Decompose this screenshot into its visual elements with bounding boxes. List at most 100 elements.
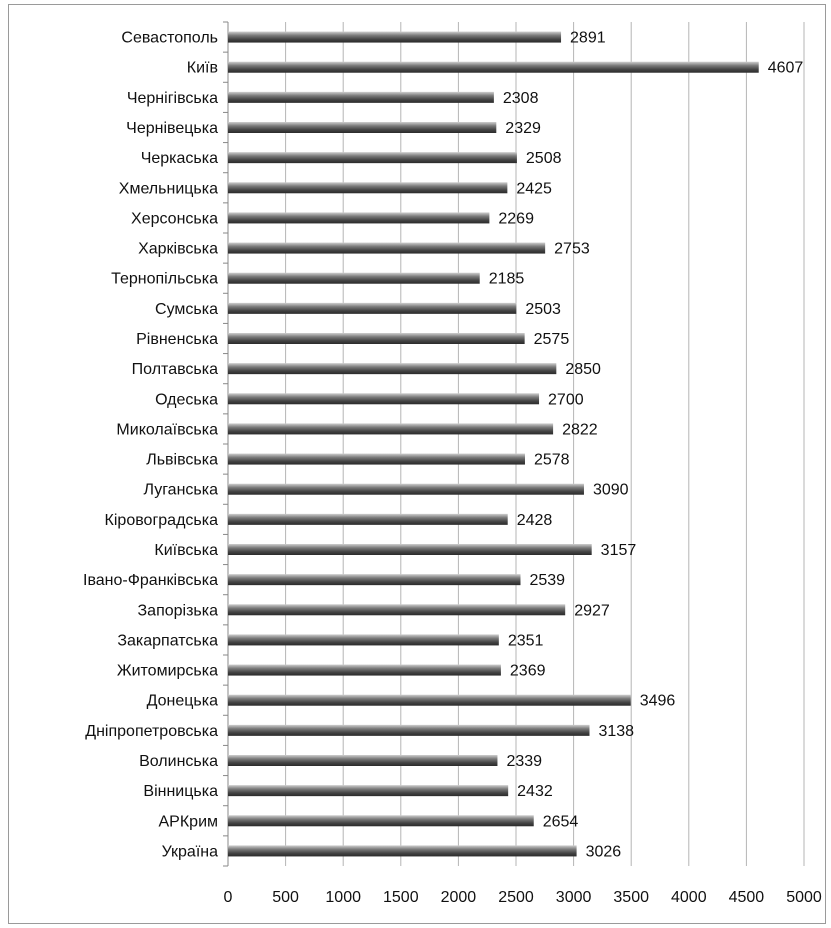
bar xyxy=(228,152,517,164)
value-label: 2578 xyxy=(534,452,570,469)
bars xyxy=(228,31,759,857)
category-label: Київська xyxy=(154,542,218,559)
bar xyxy=(228,604,566,616)
category-label: Луганська xyxy=(144,482,219,499)
value-label: 2539 xyxy=(529,572,565,589)
category-label: Хмельницька xyxy=(119,180,218,197)
category-label: Чернігівська xyxy=(127,90,218,107)
value-label: 2822 xyxy=(562,421,598,438)
bar xyxy=(228,453,525,465)
category-label: Львівська xyxy=(146,452,218,469)
x-tick-label: 500 xyxy=(272,889,299,906)
x-tick-label: 3500 xyxy=(613,889,649,906)
x-tick-label: 2000 xyxy=(441,889,477,906)
bar xyxy=(228,664,501,676)
bar xyxy=(228,333,525,344)
bar xyxy=(228,182,508,194)
value-label: 2351 xyxy=(508,632,544,649)
bar xyxy=(228,845,577,857)
gridlines xyxy=(285,22,805,866)
category-label: Вінницька xyxy=(143,783,218,800)
category-label: Одеська xyxy=(155,391,218,408)
bar xyxy=(228,242,546,254)
bar xyxy=(228,815,534,827)
value-label: 3138 xyxy=(598,723,634,740)
x-tick-label: 5000 xyxy=(786,889,822,906)
value-label: 2508 xyxy=(526,150,562,167)
value-label: 2308 xyxy=(503,90,539,107)
category-label: Дніпропетровська xyxy=(85,723,218,740)
bar xyxy=(228,302,517,314)
value-label: 3090 xyxy=(593,482,629,499)
bar xyxy=(228,363,557,375)
category-label: Севастополь xyxy=(121,30,218,47)
x-tick-label: 4000 xyxy=(671,889,707,906)
category-label: Кіровоградська xyxy=(105,512,219,529)
bar xyxy=(228,513,508,525)
value-label: 2432 xyxy=(517,783,553,800)
category-label: Житомирська xyxy=(117,663,218,680)
x-tick-label: 0 xyxy=(224,889,233,906)
category-label: Київ xyxy=(187,60,218,77)
value-label: 2850 xyxy=(565,361,601,378)
category-label: Херсонська xyxy=(131,210,218,227)
bar xyxy=(228,272,480,284)
x-tick-label: 4500 xyxy=(729,889,765,906)
category-label: Рівненська xyxy=(136,331,218,348)
bar xyxy=(228,724,590,736)
bar xyxy=(228,483,584,495)
bar xyxy=(228,423,554,435)
x-tick-label: 2500 xyxy=(498,889,534,906)
category-label: Тернопільська xyxy=(111,271,218,288)
value-label: 2269 xyxy=(498,210,534,227)
category-label: Сумська xyxy=(155,301,218,318)
category-label: Закарпатська xyxy=(117,632,218,649)
value-label: 2339 xyxy=(506,753,542,770)
value-label: 2185 xyxy=(489,271,525,288)
category-label: АРКрим xyxy=(159,813,219,830)
bar xyxy=(228,31,562,43)
value-label: 3157 xyxy=(601,542,637,559)
axes xyxy=(223,21,229,867)
labels: 0 500 1000 1500 2000 2500 3000 3500 4000 4500 5000… xyxy=(83,30,822,906)
category-label: Чернівецька xyxy=(126,120,218,137)
bar xyxy=(228,694,631,706)
value-label: 3496 xyxy=(640,693,676,710)
bar xyxy=(228,574,521,586)
category-label: Україна xyxy=(162,843,219,860)
bar xyxy=(228,61,759,73)
bar xyxy=(228,212,490,224)
category-label: Донецька xyxy=(147,693,219,710)
value-label: 2927 xyxy=(574,602,610,619)
value-label: 2329 xyxy=(505,120,541,137)
x-tick-label: 3000 xyxy=(556,889,592,906)
value-label: 2369 xyxy=(510,663,546,680)
value-label: 2425 xyxy=(516,180,552,197)
bar xyxy=(228,755,498,766)
value-label: 2428 xyxy=(517,512,553,529)
value-label: 2700 xyxy=(548,391,584,408)
category-label: Миколаївська xyxy=(116,421,218,438)
bar xyxy=(228,91,494,103)
bar xyxy=(228,122,497,133)
x-tick-label: 1500 xyxy=(383,889,419,906)
bar xyxy=(228,544,592,555)
value-label: 3026 xyxy=(586,843,622,860)
category-label: Запорізька xyxy=(138,602,219,619)
bar xyxy=(228,785,509,797)
value-label: 2654 xyxy=(543,813,579,830)
category-label: Волинська xyxy=(139,753,218,770)
value-label: 2503 xyxy=(525,301,561,318)
value-label: 2753 xyxy=(554,241,590,258)
category-label: Черкаська xyxy=(141,150,218,167)
x-tick-label: 1000 xyxy=(325,889,361,906)
value-label: 2575 xyxy=(534,331,570,348)
category-label: Полтавська xyxy=(132,361,218,378)
bar xyxy=(228,634,499,646)
category-label: Івано-Франківська xyxy=(83,572,218,589)
value-label: 4607 xyxy=(768,60,804,77)
bar xyxy=(228,393,540,405)
value-label: 2891 xyxy=(570,30,606,47)
category-label: Харківська xyxy=(138,241,218,258)
